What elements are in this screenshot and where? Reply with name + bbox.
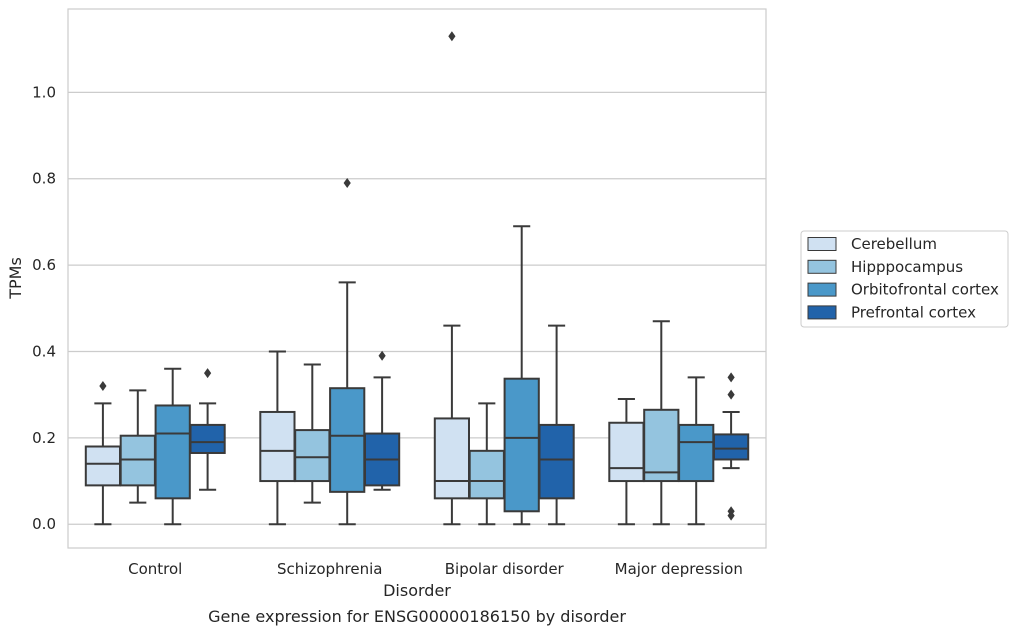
y-tick-label: 0.2 [32, 429, 56, 447]
y-tick-label: 0.4 [32, 342, 56, 360]
x-tick-label: Major depression [615, 560, 743, 578]
x-axis-ticks: Control Schizophrenia Bipolar disorder Majo… [128, 560, 743, 578]
legend-label: Prefrontal cortex [851, 303, 976, 321]
legend-swatch [807, 259, 837, 274]
box-iqr [608, 421, 645, 483]
y-tick-label: 1.0 [32, 83, 56, 101]
legend-label: Cerebellum [851, 235, 937, 253]
legend-label: Orbitofrontal cortex [851, 281, 999, 299]
outlier-point [204, 368, 212, 379]
box-2-3 [678, 376, 715, 526]
box-2-0 [154, 367, 191, 526]
box-3-2 [538, 324, 575, 526]
box-3-0 [189, 368, 226, 491]
box-1-1 [294, 363, 331, 504]
chart-caption: Gene expression for ENSG00000186150 by d… [208, 607, 626, 626]
legend-items: Cerebellum Hipppocampus Orbitofrontal cort… [807, 235, 999, 321]
box-1-2 [468, 402, 505, 526]
box-iqr [119, 434, 156, 487]
box-iqr [503, 377, 540, 513]
box-3-3 [712, 372, 750, 521]
legend-swatch [807, 237, 837, 251]
legend-swatch [807, 305, 837, 320]
x-tick-label: Schizophrenia [277, 560, 382, 578]
box-iqr [189, 423, 226, 454]
outlier-point [727, 510, 735, 521]
outlier-point [378, 350, 386, 361]
box-iqr [678, 423, 715, 483]
legend-swatch [807, 282, 837, 297]
y-axis-label: TPMs [6, 257, 25, 300]
y-tick-label: 0.6 [32, 256, 56, 274]
box-1-0 [119, 389, 156, 504]
box-iqr [538, 423, 575, 500]
box-iqr [433, 417, 471, 500]
legend: Cerebellum Hipppocampus Orbitofrontal cort… [800, 230, 1009, 328]
box-0-0 [84, 381, 122, 526]
box-iqr [329, 387, 366, 493]
box-iqr [154, 404, 191, 500]
legend-label: Hipppocampus [851, 258, 963, 276]
boxes [84, 31, 750, 526]
box-1-3 [643, 320, 680, 526]
plot-frame [67, 8, 767, 549]
y-tick-label: 0.8 [32, 170, 56, 188]
box-iqr [84, 445, 122, 487]
outlier-point [99, 381, 107, 392]
y-axis-ticks: 0.0 0.2 0.4 0.6 0.8 1.0 [32, 83, 56, 533]
box-3-1 [363, 350, 401, 491]
box-iqr [712, 433, 750, 461]
x-tick-label: Control [128, 560, 182, 578]
box-iqr [468, 449, 505, 500]
box-0-1 [259, 350, 296, 526]
box-iqr [643, 408, 680, 483]
outlier-point [727, 389, 735, 400]
outlier-point [448, 31, 456, 42]
box-0-2 [433, 31, 471, 526]
outlier-point [727, 372, 735, 383]
box-0-3 [608, 397, 645, 526]
box-2-2 [503, 225, 540, 526]
x-tick-label: Bipolar disorder [445, 560, 565, 578]
y-tick-label: 0.0 [32, 515, 56, 533]
box-iqr [294, 429, 331, 483]
legend-frame [800, 230, 1009, 328]
x-axis-label: Disorder [383, 581, 451, 600]
box-iqr [259, 410, 296, 483]
outlier-point [343, 178, 351, 189]
box-2-1 [329, 178, 366, 526]
